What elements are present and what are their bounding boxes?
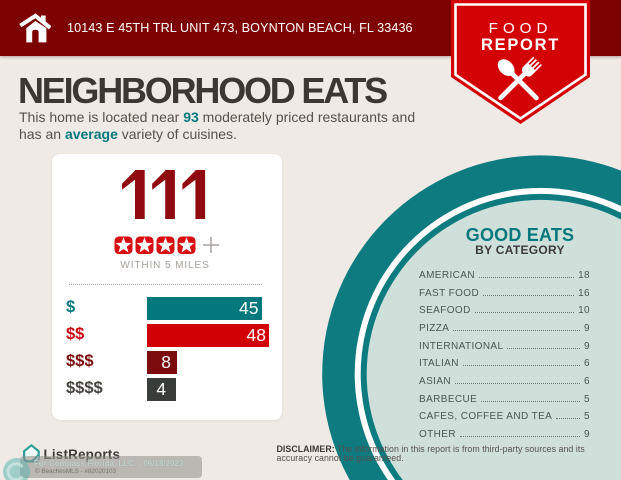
svg-text:REPORT: REPORT: [481, 36, 560, 54]
svg-text:FOOD: FOOD: [489, 20, 553, 37]
